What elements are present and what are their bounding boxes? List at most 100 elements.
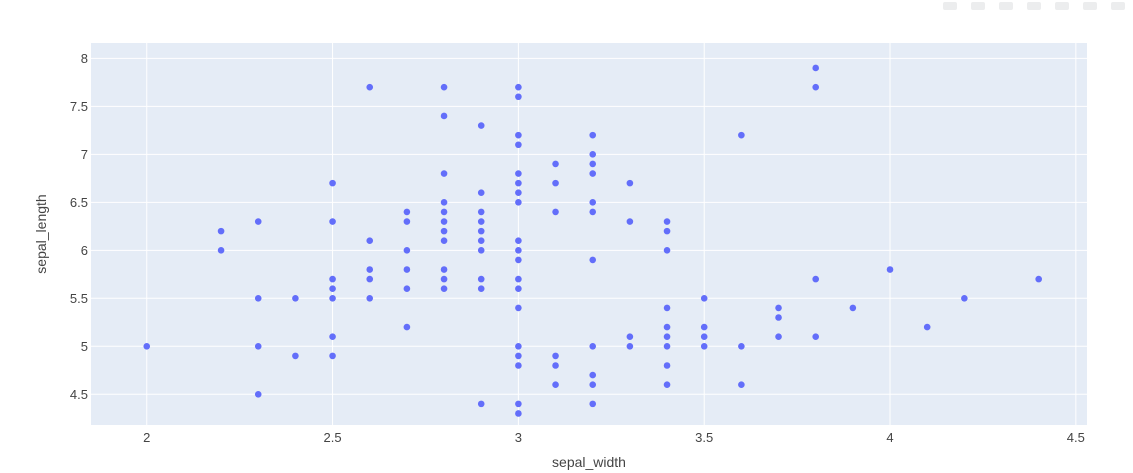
data-point[interactable] (589, 151, 597, 158)
data-point[interactable] (217, 247, 225, 254)
data-point[interactable] (663, 304, 671, 312)
data-point[interactable] (366, 275, 374, 283)
data-point[interactable] (366, 237, 374, 245)
data-point[interactable] (477, 285, 485, 293)
data-point[interactable] (589, 342, 597, 350)
data-point[interactable] (329, 218, 336, 225)
data-point[interactable] (700, 342, 708, 350)
modebar-icon[interactable] (1027, 2, 1041, 10)
data-point[interactable] (589, 381, 597, 388)
data-point[interactable] (477, 237, 485, 245)
data-point[interactable] (515, 285, 522, 293)
data-point[interactable] (700, 333, 708, 340)
modebar-icon[interactable] (943, 2, 957, 10)
data-point[interactable] (515, 247, 522, 254)
data-point[interactable] (329, 179, 336, 187)
modebar-icon[interactable] (971, 2, 985, 10)
data-point[interactable] (515, 189, 522, 197)
data-point[interactable] (440, 199, 448, 206)
data-point[interactable] (663, 381, 671, 388)
data-point[interactable] (775, 304, 782, 312)
data-point[interactable] (477, 122, 485, 129)
data-point[interactable] (440, 218, 448, 225)
data-point[interactable] (403, 218, 411, 225)
data-point[interactable] (589, 208, 597, 216)
data-point[interactable] (589, 170, 597, 177)
data-point[interactable] (515, 342, 522, 350)
data-point[interactable] (440, 170, 448, 177)
data-point[interactable] (292, 295, 299, 302)
modebar-icon[interactable] (999, 2, 1013, 10)
data-point[interactable] (515, 93, 522, 101)
data-point[interactable] (515, 237, 522, 245)
data-point[interactable] (663, 227, 671, 235)
data-point[interactable] (515, 141, 522, 149)
data-point[interactable] (738, 342, 745, 350)
data-point[interactable] (961, 295, 968, 302)
data-point[interactable] (515, 352, 522, 360)
data-point[interactable] (552, 362, 559, 369)
data-point[interactable] (589, 371, 597, 379)
data-point[interactable] (254, 218, 262, 225)
data-point[interactable] (254, 342, 262, 350)
data-point[interactable] (515, 170, 522, 177)
data-point[interactable] (515, 304, 522, 312)
data-point[interactable] (552, 179, 559, 187)
data-point[interactable] (515, 400, 522, 408)
data-point[interactable] (663, 342, 671, 350)
data-point[interactable] (254, 390, 262, 398)
data-point[interactable] (403, 323, 411, 331)
data-point[interactable] (589, 256, 597, 264)
data-point[interactable] (477, 227, 485, 235)
data-point[interactable] (663, 362, 671, 369)
data-point[interactable] (552, 160, 559, 168)
data-point[interactable] (477, 208, 485, 216)
data-point[interactable] (477, 218, 485, 225)
data-point[interactable] (1035, 275, 1042, 283)
data-point[interactable] (775, 333, 782, 340)
data-point[interactable] (663, 218, 671, 225)
data-point[interactable] (700, 323, 708, 331)
modebar-icon[interactable] (1055, 2, 1069, 10)
data-point[interactable] (440, 112, 448, 120)
data-point[interactable] (254, 295, 262, 302)
data-point[interactable] (329, 275, 336, 283)
data-point[interactable] (589, 160, 597, 168)
data-point[interactable] (440, 275, 448, 283)
data-point[interactable] (700, 295, 708, 302)
data-point[interactable] (738, 381, 745, 388)
data-point[interactable] (886, 266, 894, 273)
data-point[interactable] (515, 179, 522, 187)
data-point[interactable] (626, 218, 634, 225)
data-point[interactable] (812, 333, 820, 340)
data-point[interactable] (329, 295, 336, 302)
data-point[interactable] (477, 189, 485, 197)
data-point[interactable] (626, 333, 634, 340)
data-point[interactable] (849, 304, 857, 312)
data-point[interactable] (329, 333, 336, 340)
data-point[interactable] (292, 352, 299, 360)
data-point[interactable] (366, 295, 374, 302)
data-point[interactable] (515, 83, 522, 91)
data-point[interactable] (552, 381, 559, 388)
data-point[interactable] (515, 131, 522, 139)
data-point[interactable] (440, 266, 448, 273)
data-point[interactable] (515, 256, 522, 264)
data-point[interactable] (366, 266, 374, 273)
data-point[interactable] (143, 342, 151, 350)
modebar-icon[interactable] (1083, 2, 1097, 10)
data-point[interactable] (552, 352, 559, 360)
modebar-icon[interactable] (1111, 2, 1125, 10)
data-point[interactable] (589, 199, 597, 206)
data-point[interactable] (775, 314, 782, 321)
data-point[interactable] (403, 266, 411, 273)
data-point[interactable] (663, 247, 671, 254)
data-point[interactable] (477, 275, 485, 283)
data-point[interactable] (663, 333, 671, 340)
data-point[interactable] (403, 247, 411, 254)
data-point[interactable] (515, 275, 522, 283)
data-point[interactable] (812, 275, 820, 283)
data-point[interactable] (440, 83, 448, 91)
data-point[interactable] (923, 323, 931, 331)
data-point[interactable] (440, 227, 448, 235)
